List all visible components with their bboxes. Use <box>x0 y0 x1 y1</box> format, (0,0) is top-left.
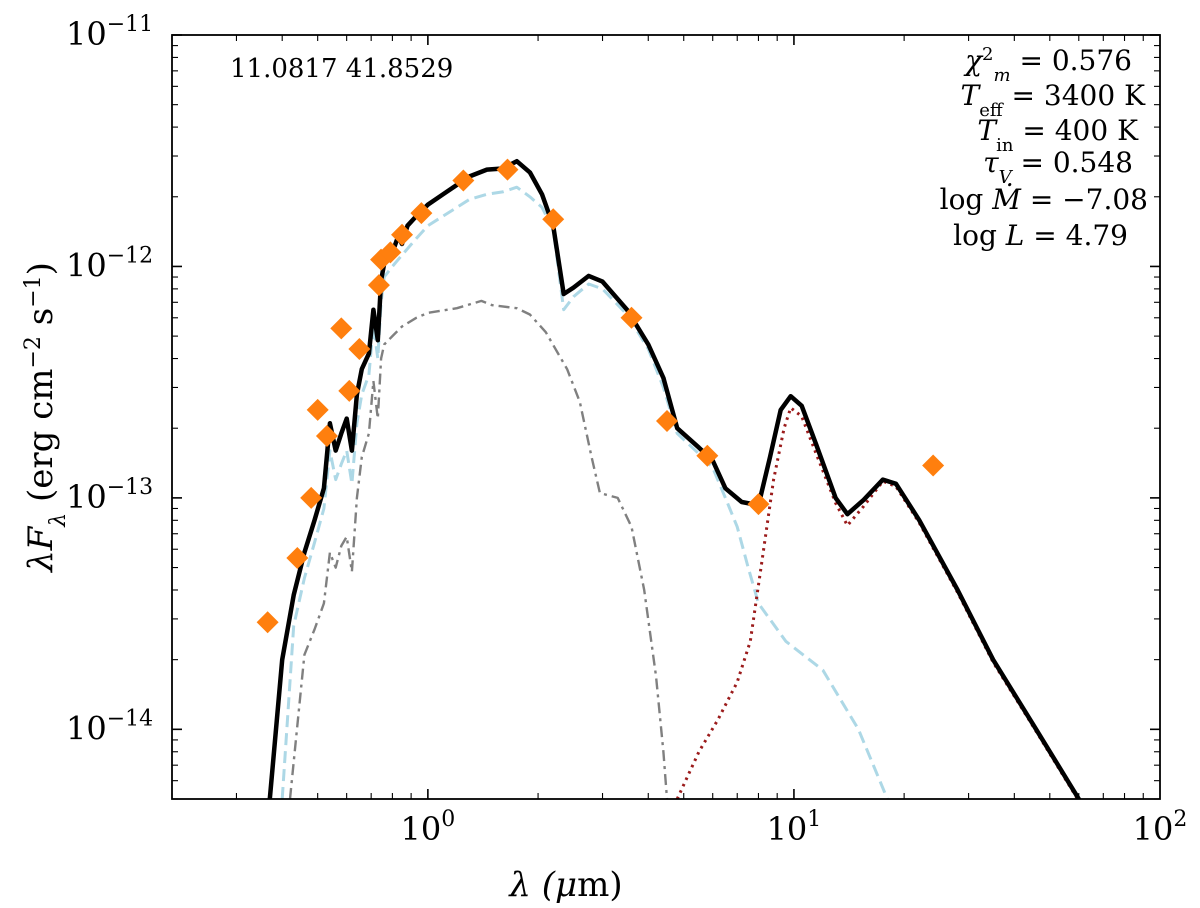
series-total-model <box>267 158 1082 799</box>
photometry-point <box>922 454 945 477</box>
x-axis-label-mu: μ <box>555 865 577 905</box>
y-tick-base: 10 <box>66 709 107 747</box>
teff-rest: = 3400 K <box>1003 79 1146 112</box>
y-axis-label-post: ) <box>21 262 61 275</box>
photometry-point <box>620 306 643 329</box>
x-axis-label-post: m) <box>577 865 623 905</box>
chi2-annotation: χ2m = 0.576 <box>963 44 1132 86</box>
chi2-sym: χ <box>963 44 984 77</box>
y-tick-base: 10 <box>66 246 107 284</box>
photometry-point <box>306 398 329 421</box>
y-axis-label-mid: (erg cm <box>21 369 61 513</box>
y-axis-label: λFλ (erg cm−2 s−1) <box>21 262 71 574</box>
teff-sub: eff <box>979 100 1004 121</box>
y-tick-base: 10 <box>66 478 107 516</box>
photometry-point <box>330 317 353 340</box>
y-tick-label: 10−11 <box>66 12 153 53</box>
series-attenuated-photosphere <box>280 185 889 799</box>
y-axis-label-exp1: −2 <box>21 336 46 368</box>
tin-sub: in <box>996 135 1014 156</box>
photometry-point <box>696 444 719 467</box>
tau-rest: = 0.548 <box>1012 146 1133 179</box>
chi2-rest: = 0.576 <box>1011 44 1132 77</box>
y-tick-label: 10−14 <box>66 706 153 747</box>
y-tick-label: 10−13 <box>66 475 153 516</box>
x-tick-labels: 100 101 102 <box>401 807 1188 848</box>
photometry-point <box>367 274 390 297</box>
mdot-rest: = −7.08 <box>1021 183 1148 216</box>
y-tick-exp: −11 <box>107 12 153 37</box>
tau-sub: V <box>999 167 1014 188</box>
mdot-pre: log <box>940 183 993 216</box>
x-tick-exp: 2 <box>1173 807 1187 832</box>
y-axis-label-sub: λ <box>46 513 71 528</box>
x-tick-exp: 1 <box>807 807 821 832</box>
tau-annotation: τV = 0.548 <box>983 146 1133 188</box>
logl-rest: = 4.79 <box>1024 219 1128 252</box>
tin-sym: T <box>977 114 998 147</box>
photometry-point <box>496 158 519 181</box>
teff-annotation: Teff = 3400 K <box>961 79 1147 121</box>
photometry-point <box>286 546 309 569</box>
x-tick-base: 10 <box>401 810 442 848</box>
photometry-point <box>391 223 414 246</box>
x-axis-label: λ (μm) <box>507 865 622 905</box>
photometry-point <box>348 337 371 360</box>
y-axis-label-exp2: −1 <box>21 275 46 307</box>
photometry-point <box>256 611 279 634</box>
y-axis-label-pre: λF <box>21 525 61 574</box>
photometry-point <box>410 202 433 225</box>
photometry-point <box>300 486 323 509</box>
x-tick-label: 101 <box>767 807 822 848</box>
mdot-sym: Ṁ <box>991 183 1022 216</box>
y-tick-exp: −12 <box>107 243 153 268</box>
x-tick-label: 102 <box>1133 807 1188 848</box>
x-tick-base: 10 <box>1133 810 1174 848</box>
photometry-point <box>338 379 361 402</box>
y-tick-exp: −14 <box>107 706 153 731</box>
y-tick-base: 10 <box>66 15 107 53</box>
series-scattered <box>288 299 669 799</box>
photometry-point <box>315 425 338 448</box>
logl-pre: log <box>953 219 1006 252</box>
mdot-annotation: log Ṁ = −7.08 <box>940 183 1148 216</box>
photometry-markers <box>256 158 945 634</box>
x-tick-base: 10 <box>767 810 808 848</box>
x-tick-label: 100 <box>401 807 456 848</box>
x-axis-label-pre: λ ( <box>507 865 555 905</box>
tau-sym: τ <box>983 146 999 179</box>
minor-ticks <box>171 35 1160 800</box>
coordinates-label: 11.0817 41.8529 <box>230 54 453 84</box>
tin-annotation: Tin = 400 K <box>977 114 1139 156</box>
y-tick-exp: −13 <box>107 475 153 500</box>
photometry-point <box>379 241 402 264</box>
chi2-sub: m <box>994 65 1011 86</box>
series-layer <box>267 158 1082 799</box>
teff-sym: T <box>961 79 982 112</box>
logl-annotation: log L = 4.79 <box>953 219 1128 252</box>
chi2-sup: 2 <box>982 44 993 65</box>
photometry-point <box>747 493 770 516</box>
fit-parameters: χ2m = 0.576 Teff = 3400 K Tin = 400 K τV… <box>940 44 1148 253</box>
photometry-point <box>452 169 475 192</box>
y-axis-label-mid2: s <box>21 308 61 336</box>
y-tick-label: 10−12 <box>66 243 153 284</box>
photometry-point <box>542 208 565 231</box>
plot-frame <box>171 34 1161 800</box>
tin-rest: = 400 K <box>1013 114 1139 147</box>
x-tick-exp: 0 <box>441 807 455 832</box>
logl-sym: L <box>1005 219 1025 252</box>
photometry-point <box>655 409 678 432</box>
